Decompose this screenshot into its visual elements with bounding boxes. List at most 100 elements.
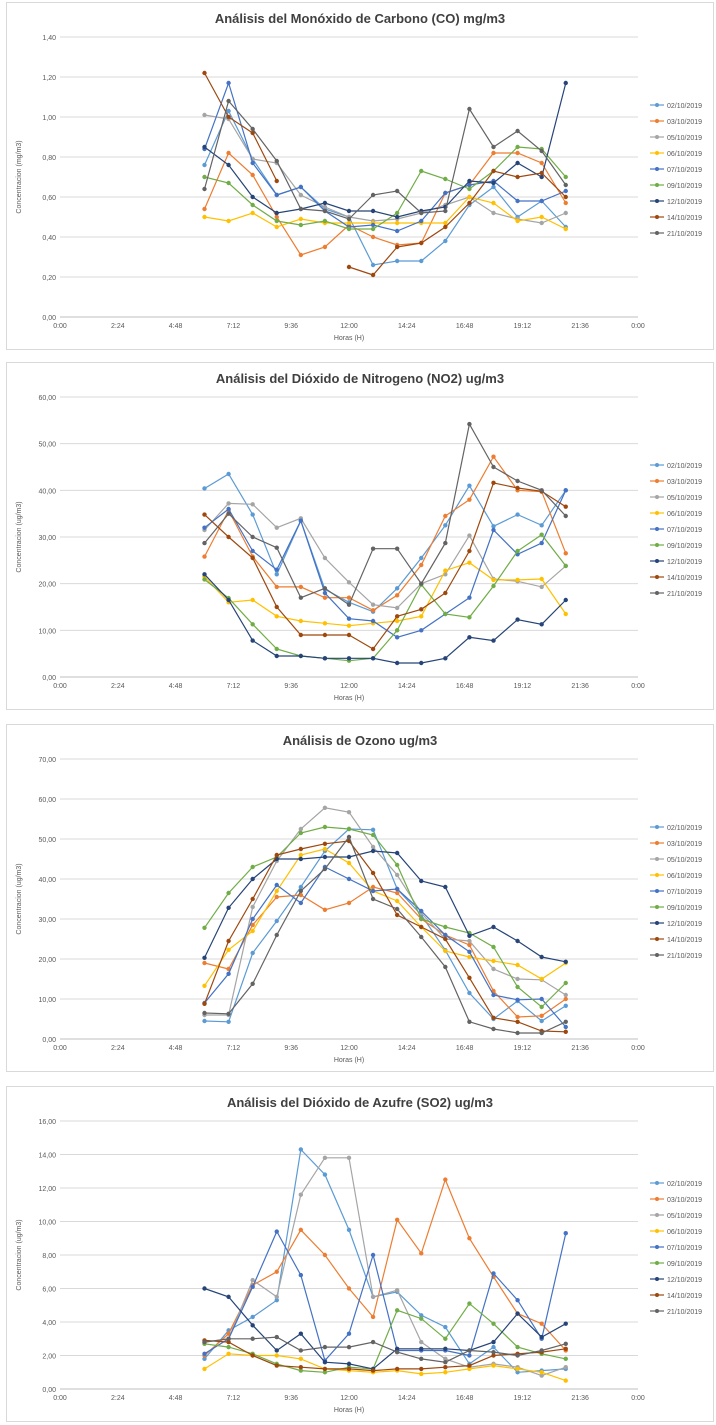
y-tick-label: 0,00 — [42, 1387, 56, 1394]
data-point — [274, 218, 279, 224]
data-point — [202, 1366, 207, 1372]
data-point — [226, 80, 231, 86]
data-point — [443, 656, 448, 661]
x-tick-label: 4:48 — [169, 1045, 183, 1052]
data-point — [370, 226, 376, 232]
data-point — [298, 653, 304, 659]
data-point — [202, 206, 207, 212]
x-tick-label: 9:36 — [284, 683, 298, 690]
data-point — [226, 1339, 231, 1345]
data-point — [274, 178, 279, 184]
data-point — [250, 512, 255, 517]
data-point — [394, 628, 400, 633]
data-point — [539, 976, 544, 982]
data-point — [443, 590, 448, 596]
data-point — [563, 513, 568, 519]
data-point — [515, 478, 520, 484]
data-point — [563, 200, 568, 206]
x-tick-label: 16:48 — [456, 1395, 474, 1402]
data-point — [298, 584, 304, 590]
x-tick-label: 16:48 — [456, 323, 474, 330]
data-point — [226, 1336, 231, 1341]
data-point — [250, 950, 255, 956]
data-point — [443, 220, 448, 226]
data-point — [202, 144, 207, 150]
data-point — [491, 577, 496, 583]
data-point — [491, 1349, 496, 1355]
data-point — [467, 1366, 472, 1372]
y-tick-label: 8,00 — [42, 1253, 56, 1260]
data-point — [419, 1371, 424, 1377]
data-point — [515, 1344, 520, 1350]
data-point — [491, 1353, 496, 1358]
data-point — [515, 1366, 520, 1372]
x-tick-label: 14:24 — [398, 1395, 416, 1402]
data-point — [563, 1003, 568, 1008]
legend-marker — [655, 1309, 659, 1313]
data-point — [443, 1324, 448, 1330]
data-point — [515, 1019, 520, 1024]
legend-label: 02/10/2019 — [667, 463, 702, 470]
data-point — [298, 632, 304, 638]
data-point — [274, 604, 279, 610]
data-point — [202, 1018, 207, 1024]
data-point — [515, 174, 520, 180]
data-point — [467, 182, 472, 188]
data-point — [491, 180, 496, 186]
data-point — [370, 546, 376, 551]
data-point — [467, 635, 472, 640]
data-point — [539, 523, 544, 528]
co-chart-panel: Análisis del Monóxido de Carbono (CO) mg… — [6, 2, 714, 350]
legend-marker — [655, 559, 659, 563]
data-point — [394, 614, 400, 619]
legend-marker — [655, 1261, 659, 1265]
series-line — [203, 81, 567, 232]
chart-title: Análisis de Ozono ug/m3 — [283, 733, 438, 748]
data-point — [515, 938, 520, 944]
data-point — [370, 608, 376, 613]
data-point — [419, 1346, 424, 1351]
data-point — [346, 208, 352, 214]
data-point — [491, 924, 496, 930]
series-line — [203, 109, 567, 266]
data-point — [274, 214, 279, 220]
series-line — [204, 807, 567, 1016]
data-point — [394, 593, 400, 598]
y-tick-label: 20,00 — [38, 957, 56, 964]
data-point — [274, 653, 279, 659]
series-line — [203, 840, 566, 1033]
data-point — [274, 545, 279, 550]
x-tick-label: 12:00 — [340, 1395, 358, 1402]
data-point — [322, 854, 328, 860]
data-point — [419, 1366, 424, 1372]
data-point — [226, 108, 231, 114]
legend-label: 12/10/2019 — [667, 921, 702, 928]
data-point — [250, 1314, 255, 1320]
data-point — [202, 1001, 207, 1006]
data-point — [274, 1363, 279, 1368]
data-point — [250, 904, 255, 910]
data-point — [322, 1252, 328, 1258]
data-point — [346, 602, 352, 607]
data-point — [515, 128, 520, 134]
legend-marker — [655, 1277, 659, 1281]
y-tick-label: 20,00 — [38, 582, 56, 589]
data-point — [346, 1227, 352, 1233]
series-line — [204, 482, 567, 650]
y-tick-label: 10,00 — [38, 1220, 56, 1227]
data-point — [346, 595, 352, 600]
data-point — [563, 194, 568, 200]
data-point — [539, 174, 544, 180]
data-point — [370, 1294, 376, 1300]
data-point — [322, 208, 328, 214]
data-point — [419, 878, 424, 884]
data-point — [346, 220, 352, 226]
data-point — [226, 1019, 231, 1024]
legend-label: 02/10/2019 — [667, 825, 702, 832]
data-point — [322, 621, 328, 626]
data-point — [515, 997, 520, 1002]
data-point — [346, 580, 352, 585]
data-point — [443, 190, 448, 196]
data-point — [370, 222, 376, 228]
data-point — [346, 216, 352, 222]
